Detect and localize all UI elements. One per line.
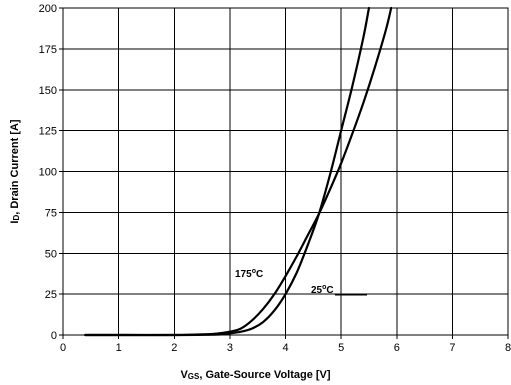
grid-layer xyxy=(62,7,509,336)
y-tick-label-3: 75 xyxy=(45,207,57,219)
y-tick-label-6: 150 xyxy=(39,85,57,97)
series-layer xyxy=(84,6,393,337)
series-label-degree-0: o xyxy=(322,284,326,291)
x-tick-label-3: 3 xyxy=(227,342,233,354)
y-tick-label-5: 125 xyxy=(39,126,57,138)
y-tick-label-4: 100 xyxy=(39,167,57,179)
series-label-value-0: 25 xyxy=(311,285,323,296)
x-tick-label-1: 1 xyxy=(116,342,122,354)
y-tick-label-7: 175 xyxy=(39,44,57,56)
series-line-1 xyxy=(84,6,393,337)
y-tick-label-1: 25 xyxy=(45,289,57,301)
x-tick-label-8: 8 xyxy=(505,342,511,354)
series-label-degree-1: o xyxy=(252,268,256,275)
x-tick-label-5: 5 xyxy=(338,342,344,354)
y-tick-label-2: 50 xyxy=(45,248,57,260)
tick-layer: 0 1 2 3 4 5 6 7 8 0 25 50 75 100 125 150 175 200 xyxy=(39,3,511,354)
y-axis-label-main: I xyxy=(9,221,21,224)
x-axis-label-rest: , Gate-Source Voltage [V] xyxy=(199,369,331,381)
x-axis-label-main: V xyxy=(180,369,188,381)
x-tick-label-7: 7 xyxy=(449,342,455,354)
y-axis-label-sub: D xyxy=(12,215,21,221)
x-tick-label-2: 2 xyxy=(171,342,177,354)
series-label-unit-1: C xyxy=(256,269,263,280)
series-label-value-1: 175 xyxy=(235,269,252,280)
series-label-0: 25oC xyxy=(311,284,334,296)
y-tick-label-0: 0 xyxy=(51,330,57,342)
series-label-1: 175oC xyxy=(235,268,263,280)
x-tick-label-0: 0 xyxy=(60,342,66,354)
y-axis-label: ID, Drain Current [A] xyxy=(9,119,21,224)
x-axis-label-sub: GS xyxy=(188,372,200,381)
y-axis-label-rest: , Drain Current [A] xyxy=(9,119,21,215)
x-tick-label-4: 4 xyxy=(282,342,288,354)
series-label-unit-0: C xyxy=(326,285,333,296)
x-tick-label-6: 6 xyxy=(394,342,400,354)
y-tick-label-8: 200 xyxy=(39,3,57,15)
x-axis-label: VGS, Gate-Source Voltage [V] xyxy=(180,369,330,381)
